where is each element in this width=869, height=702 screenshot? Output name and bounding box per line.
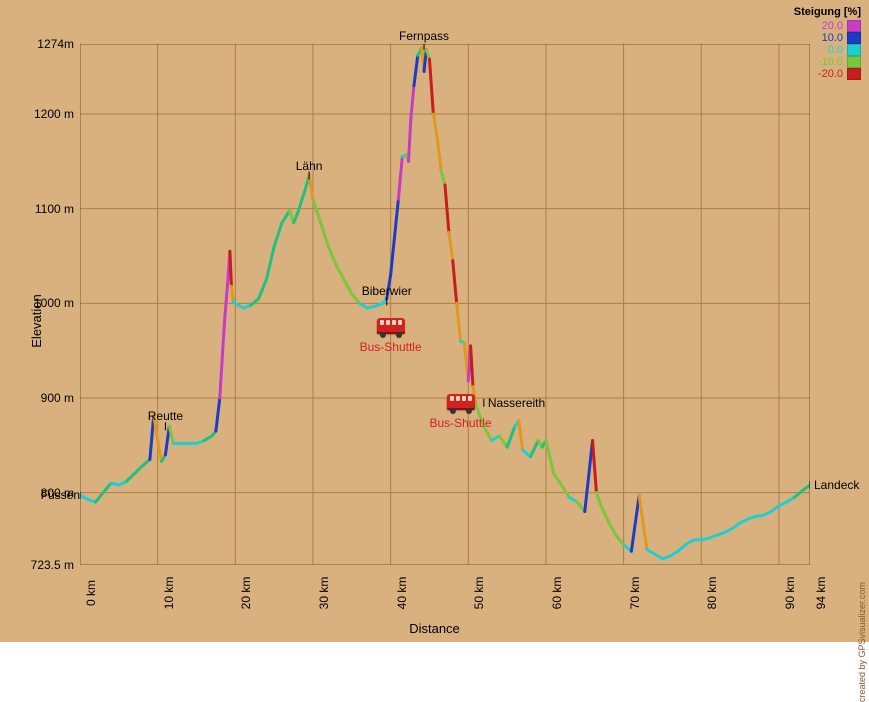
x-tick-label: 0 km <box>80 580 98 606</box>
x-tick-label: 70 km <box>624 577 642 610</box>
x-tick-label: 60 km <box>546 577 564 610</box>
y-tick-label: 900 m <box>41 391 80 405</box>
bus-shuttle-marker: Bus-Shuttle <box>360 318 422 354</box>
bus-shuttle-label: Bus-Shuttle <box>360 340 422 354</box>
legend-value: 20.0 <box>822 20 843 32</box>
legend-value: 0.0 <box>828 44 843 56</box>
waypoint-label: Reutte <box>148 410 183 424</box>
x-tick-label: 10 km <box>158 577 176 610</box>
legend-swatch <box>847 68 861 80</box>
waypoint-label: Fernpass <box>399 29 449 43</box>
y-tick-label: 1200 m <box>34 107 80 121</box>
legend-swatch <box>847 44 861 56</box>
x-tick-label: 20 km <box>235 577 253 610</box>
credit-text: created by GPSvisualizer.com <box>857 582 867 702</box>
y-tick-label: 1274m <box>37 37 80 51</box>
x-tick-label: 94 km <box>810 577 828 610</box>
x-tick-label: 30 km <box>313 577 331 610</box>
legend-title: Steigung [%] <box>794 6 861 18</box>
waypoint-label: Landeck <box>814 478 859 492</box>
y-axis-title: Elevation <box>29 294 44 347</box>
waypoint-label: Nassereith <box>488 396 545 410</box>
bus-shuttle-marker: Bus-Shuttle <box>430 394 492 430</box>
legend-item: -20.0 <box>794 68 861 80</box>
x-tick-label: 40 km <box>391 577 409 610</box>
x-tick-label: 50 km <box>468 577 486 610</box>
legend: Steigung [%] 20.010.00.0-10.0-20.0 <box>794 6 861 80</box>
legend-item: -10.0 <box>794 56 861 68</box>
x-axis-title: Distance <box>409 621 460 636</box>
bus-icon <box>377 318 405 334</box>
elevation-line <box>80 44 810 565</box>
bus-shuttle-label: Bus-Shuttle <box>430 416 492 430</box>
x-tick-label: 80 km <box>701 577 719 610</box>
legend-swatch <box>847 20 861 32</box>
legend-item: 0.0 <box>794 44 861 56</box>
legend-item: 20.0 <box>794 20 861 32</box>
waypoint-label: Biberwier <box>362 285 412 299</box>
waypoint-label: Füssen <box>41 488 80 502</box>
waypoint-label: Lähn <box>296 159 323 173</box>
legend-swatch <box>847 32 861 44</box>
legend-item: 10.0 <box>794 32 861 44</box>
x-tick-label: 90 km <box>779 577 797 610</box>
bus-icon <box>447 394 475 410</box>
y-tick-label: 1100 m <box>35 202 80 216</box>
legend-value: -20.0 <box>818 68 843 80</box>
plot-area: 723.5 m800 m900 m1000 m1100 m1200 m1274m… <box>80 44 810 565</box>
legend-value: -10.0 <box>818 56 843 68</box>
y-tick-label: 723.5 m <box>31 558 80 572</box>
legend-value: 10.0 <box>822 32 843 44</box>
legend-swatch <box>847 56 861 68</box>
elevation-chart: { "canvas": { "width": 869, "height": 64… <box>0 0 869 642</box>
